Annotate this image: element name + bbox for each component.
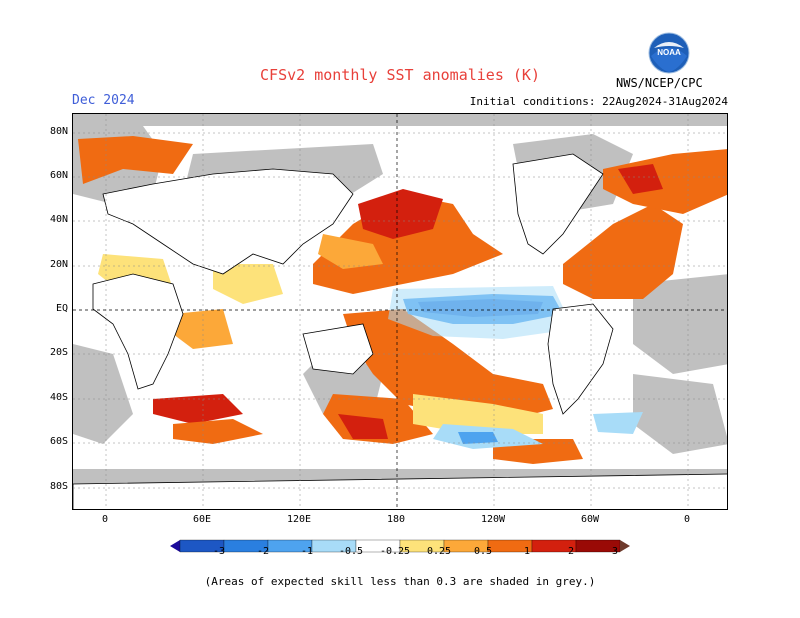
noaa-logo-icon: NOAA — [648, 32, 690, 74]
skill-footnote: (Areas of expected skill less than 0.3 a… — [204, 575, 596, 588]
colorbar-label: -0.5 — [338, 546, 364, 557]
colorbar-labels: -3 -2 -1 -0.5 -0.25 0.25 0.5 1 2 3 — [180, 546, 620, 560]
lon-label: 180 — [386, 514, 406, 525]
lon-label: 120E — [286, 514, 312, 525]
colorbar-label: 0.25 — [426, 546, 452, 557]
lat-label: EQ — [55, 303, 68, 314]
colorbar-label: -2 — [256, 546, 270, 557]
lat-label: 80S — [49, 481, 68, 492]
colorbar-label: 3 — [611, 546, 619, 557]
colorbar-label: -3 — [212, 546, 226, 557]
lat-label: 20S — [49, 347, 68, 358]
sst-anomaly-map — [72, 113, 728, 510]
svg-text:NOAA: NOAA — [657, 48, 681, 57]
colorbar-label: -1 — [300, 546, 314, 557]
colorbar-label: 2 — [567, 546, 575, 557]
lat-label: 60N — [49, 170, 68, 181]
map-canvas — [73, 114, 727, 509]
forecast-month: Dec 2024 — [72, 93, 135, 108]
lon-label: 60E — [192, 514, 212, 525]
lat-label: 40S — [49, 392, 68, 403]
colorbar-label: 1 — [523, 546, 531, 557]
colorbar — [170, 539, 630, 553]
equator-dateline — [73, 114, 727, 509]
lat-label: 60S — [49, 436, 68, 447]
colorbar-arrow-low — [170, 540, 180, 552]
continents — [73, 153, 727, 509]
agency-label: NWS/NCEP/CPC — [616, 76, 703, 90]
lon-label: 0 — [101, 514, 109, 525]
map-title: CFSv2 monthly SST anomalies (K) — [260, 66, 540, 84]
initial-conditions: Initial conditions: 22Aug2024-31Aug2024 — [469, 95, 728, 108]
colorbar-label: -0.25 — [379, 546, 411, 557]
lat-label: 20N — [49, 259, 68, 270]
warm-anomalies — [78, 136, 727, 464]
lon-label: 60W — [580, 514, 600, 525]
lon-label: 120W — [480, 514, 506, 525]
lat-label: 40N — [49, 214, 68, 225]
colorbar-label: 0.5 — [473, 546, 493, 557]
map-gridlines — [73, 114, 727, 509]
lat-label: 80N — [49, 126, 68, 137]
lon-label: 0 — [683, 514, 691, 525]
colorbar-arrow-high — [620, 540, 630, 552]
cool-anomalies — [388, 286, 643, 449]
